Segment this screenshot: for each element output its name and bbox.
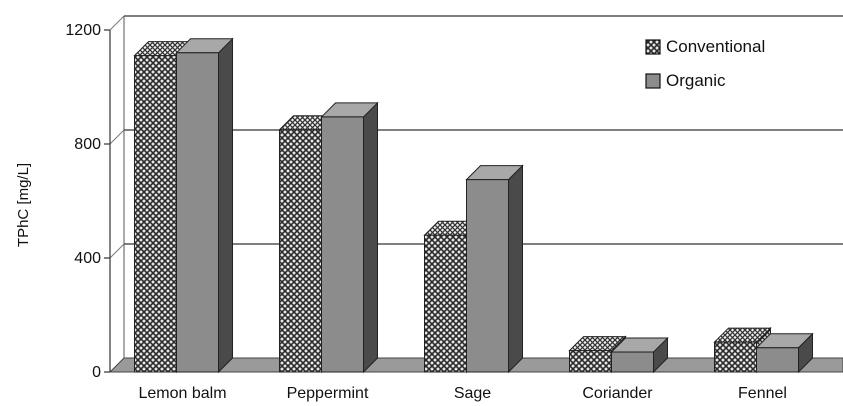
y-tick-label: 800 xyxy=(74,136,101,153)
gridline-side xyxy=(109,129,125,145)
y-axis-label: TPhC [mg/L] xyxy=(15,163,32,247)
gridline-side xyxy=(109,15,125,31)
bar-front xyxy=(756,347,799,373)
bars xyxy=(133,37,814,374)
bar-front xyxy=(321,116,364,373)
gridline-side xyxy=(109,243,125,259)
bar-front xyxy=(424,234,467,373)
bar-organic-fennel xyxy=(755,332,814,374)
x-tick-label: Peppermint xyxy=(287,385,369,402)
bar-side xyxy=(363,101,378,374)
bar-organic-sage xyxy=(465,164,524,374)
bar-front xyxy=(466,179,509,373)
bar-side xyxy=(508,164,523,374)
x-tick-label: Coriander xyxy=(582,385,653,402)
bar-front xyxy=(569,350,612,373)
x-tick-label: Fennel xyxy=(738,385,787,402)
x-tick-label: Lemon balm xyxy=(138,385,226,402)
legend-swatch xyxy=(645,39,661,55)
legend: Conventional Organic xyxy=(645,37,765,90)
y-tick-label: 1200 xyxy=(65,22,101,39)
bar-front xyxy=(279,129,322,373)
y-axis: 0 400 800 1200 xyxy=(65,22,111,381)
y-tick-label: 400 xyxy=(74,250,101,267)
bar-front xyxy=(176,52,219,373)
legend-swatch xyxy=(645,73,661,89)
x-tick-label: Sage xyxy=(454,385,491,402)
legend-label: Conventional xyxy=(666,37,765,56)
bar-side xyxy=(218,37,233,374)
bar-front xyxy=(714,341,757,373)
x-axis-labels: Lemon balm Peppermint Sage Coriander Fennel xyxy=(138,385,786,402)
y-tick-label: 0 xyxy=(92,364,101,381)
bar-organic-peppermint xyxy=(320,101,379,374)
bar-front xyxy=(134,55,177,373)
bar-organic-lemon-balm xyxy=(175,37,234,374)
bar-front xyxy=(611,351,654,373)
bar-organic-coriander xyxy=(610,336,669,374)
legend-label: Organic xyxy=(666,71,726,90)
